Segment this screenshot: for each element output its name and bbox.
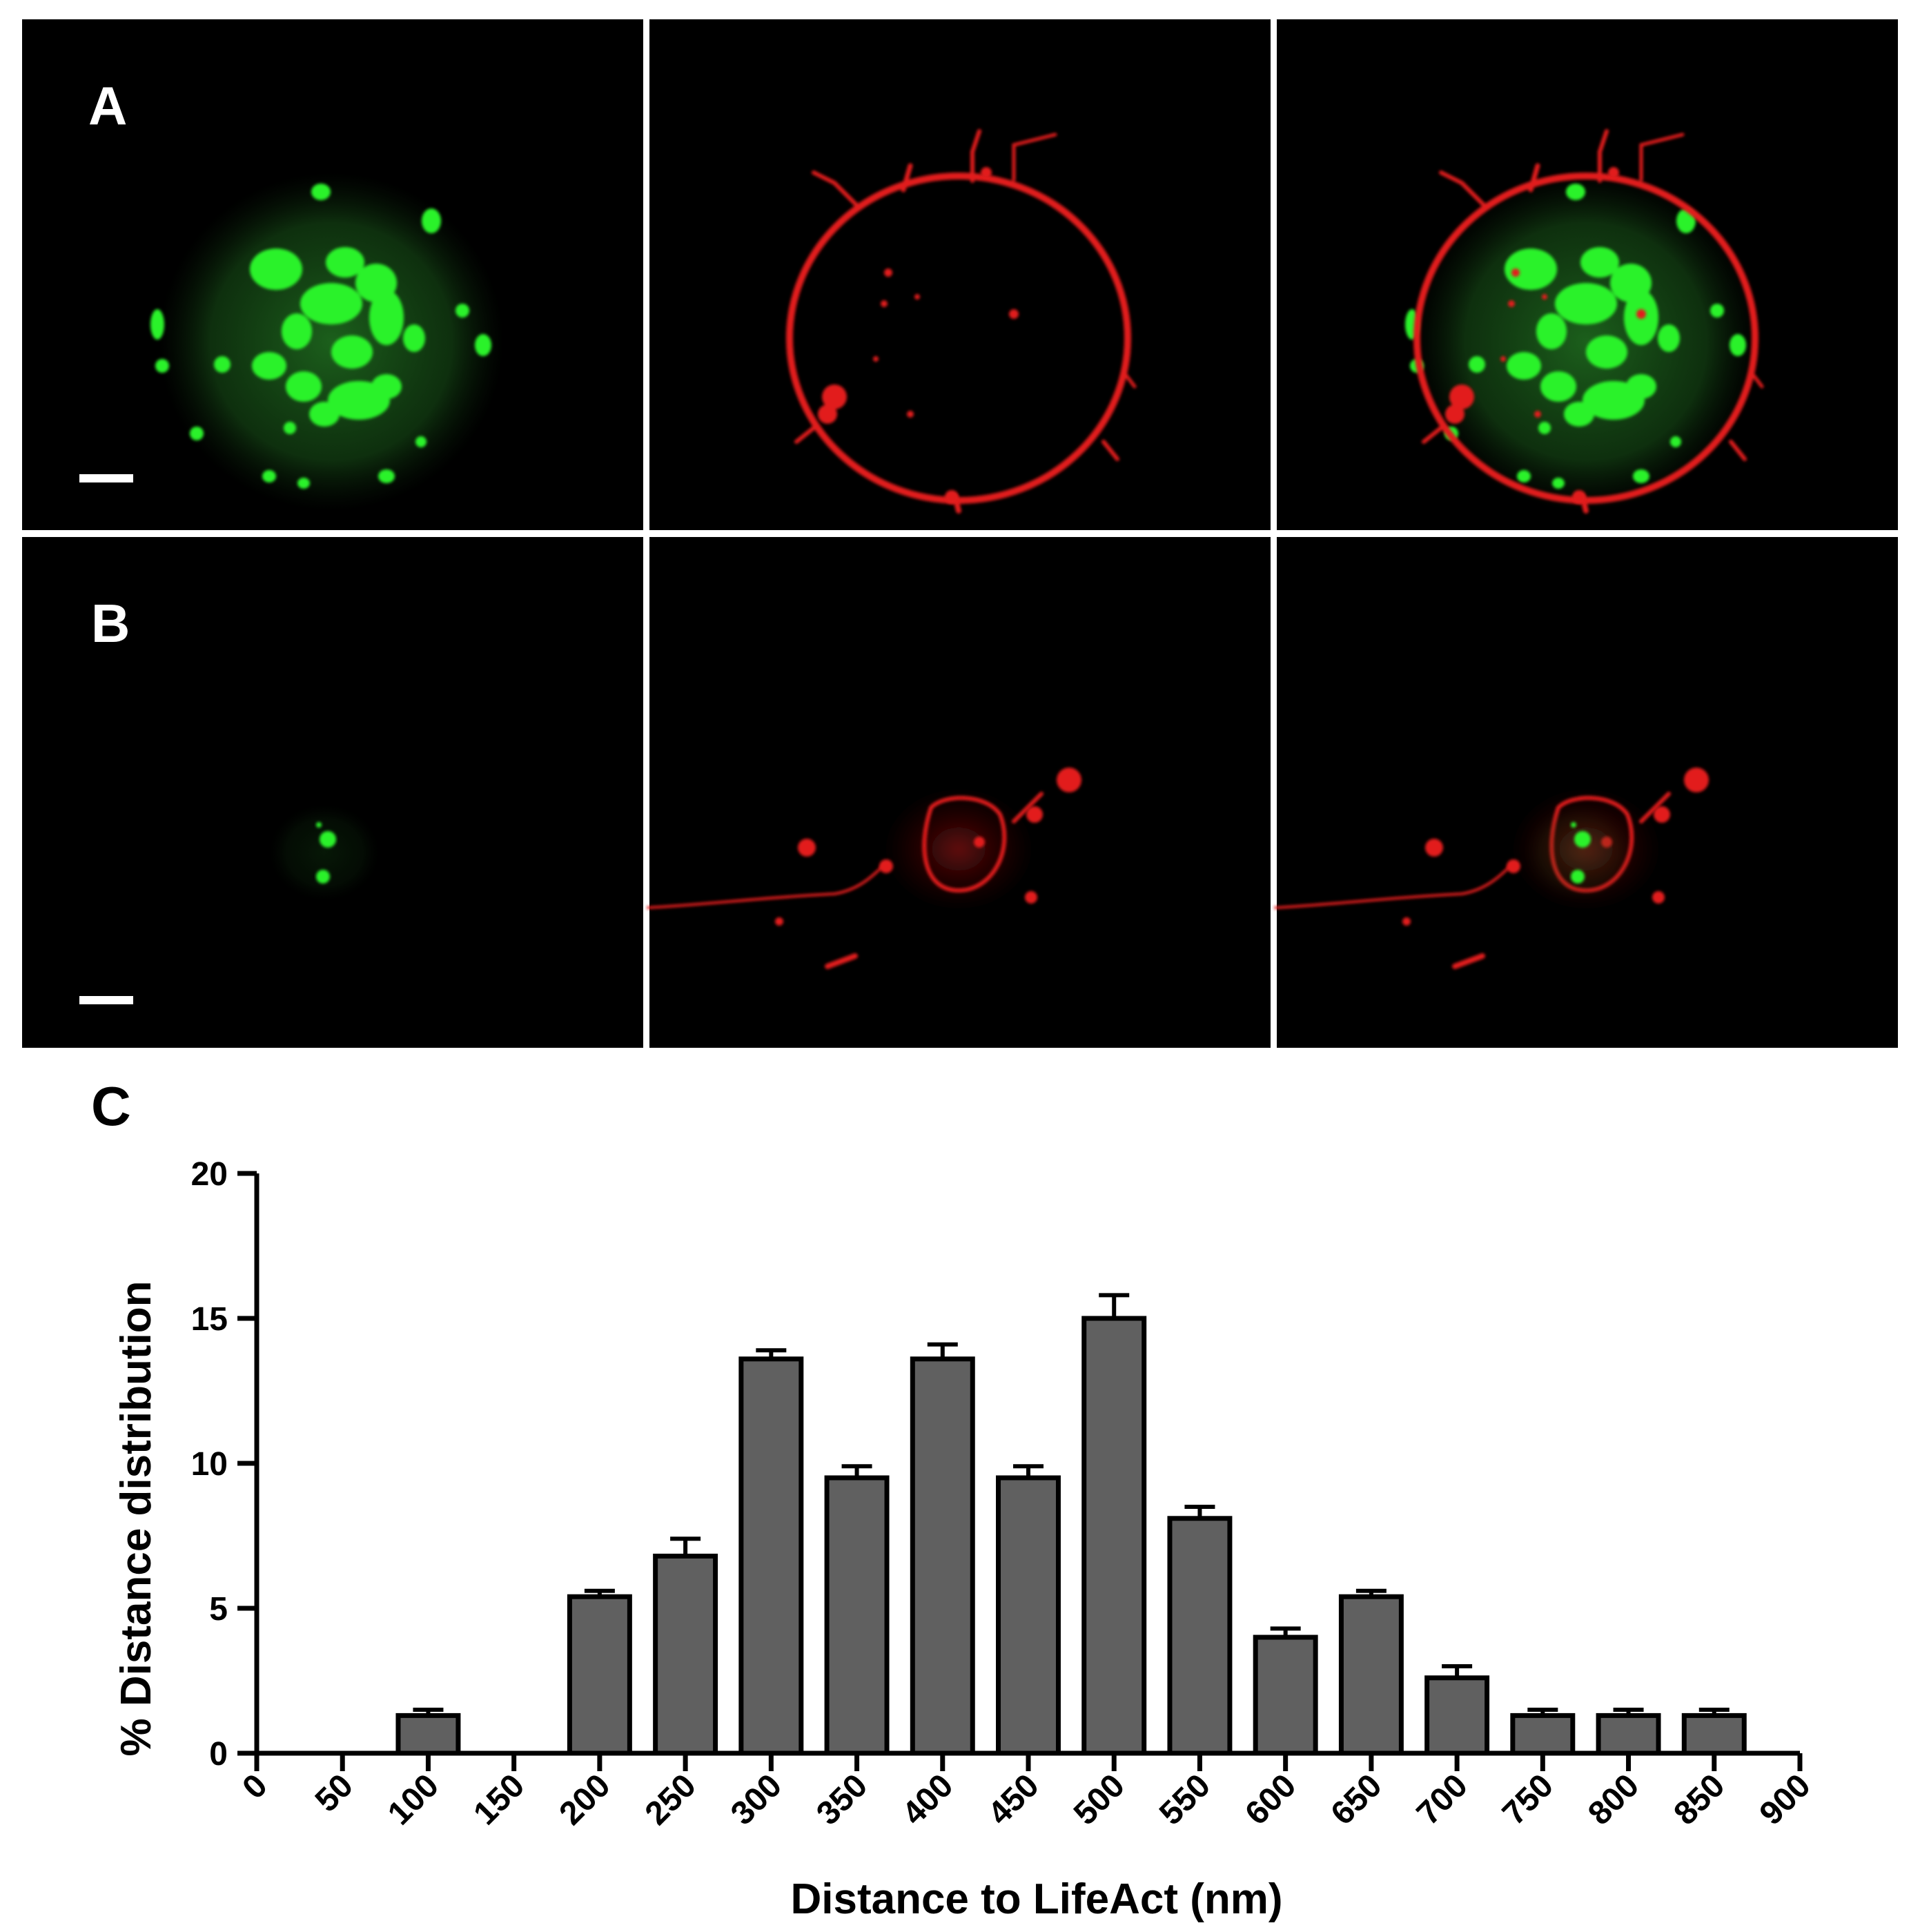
x-tick-label: 800: [1581, 1767, 1646, 1832]
cell-b-green-signal: [269, 804, 380, 901]
panel-b-green: [22, 537, 643, 1048]
x-tick-label: 550: [1153, 1767, 1217, 1832]
bar-rect: [1253, 1635, 1318, 1756]
x-tick-label: 600: [1238, 1767, 1303, 1832]
x-tick-label: 700: [1410, 1767, 1475, 1832]
x-tick-label: 400: [895, 1767, 960, 1832]
bar-rect: [653, 1553, 718, 1756]
x-tick-label: 750: [1496, 1767, 1560, 1832]
bar-rect: [1167, 1516, 1233, 1756]
bar: [1253, 1626, 1318, 1756]
x-tick-label: 850: [1667, 1767, 1732, 1832]
cell-a-green-signal: [150, 173, 504, 511]
x-tick-label: 650: [1324, 1767, 1389, 1832]
x-tick-label: 350: [810, 1767, 874, 1832]
bar-rect: [567, 1594, 632, 1756]
y-tick-labels: 0 5 10 15 20: [191, 1156, 228, 1773]
bar: [1167, 1505, 1233, 1756]
x-axis-title: Distance to LifeAct (nm): [790, 1875, 1282, 1923]
bar-rect: [996, 1475, 1061, 1756]
bar: [567, 1588, 632, 1756]
x-tick-label: 200: [553, 1767, 618, 1832]
y-tick-label: 0: [209, 1736, 228, 1773]
x-tick-labels: 0 50 100 150 200 250 300 350 400 450 500 550 600 650 7…: [235, 1767, 1817, 1832]
x-tick-label: 100: [381, 1767, 446, 1832]
x-tick-label: 300: [724, 1767, 789, 1832]
bar: [1681, 1708, 1747, 1756]
bar: [738, 1348, 804, 1756]
microscopy-panels: A B: [22, 19, 1898, 1048]
bar-rect: [1510, 1713, 1576, 1756]
y-tick-label: 20: [191, 1156, 228, 1193]
bar: [1338, 1588, 1404, 1756]
bar: [1596, 1708, 1661, 1756]
cell-b-red-signal: [647, 768, 1081, 969]
panel-label-b: B: [91, 593, 130, 654]
bar-chart: C 0 50 100 150 200 250 300 350 400 450 500 550 600 65…: [91, 1075, 1818, 1923]
bar-rect: [910, 1356, 975, 1756]
x-tick-label: 900: [1753, 1767, 1818, 1832]
x-tick-label: 450: [981, 1767, 1046, 1832]
y-tick-label: 10: [191, 1446, 228, 1483]
bar: [1424, 1664, 1490, 1756]
x-tick-label: 50: [308, 1767, 360, 1819]
bar-rect: [824, 1475, 890, 1756]
bar: [1510, 1708, 1576, 1756]
x-tick-label: 150: [467, 1767, 531, 1832]
bar: [1081, 1293, 1147, 1756]
y-tick-label: 15: [191, 1301, 228, 1338]
bar: [653, 1536, 718, 1756]
bar: [910, 1342, 975, 1756]
x-tick-label: 500: [1067, 1767, 1132, 1832]
bar: [395, 1708, 461, 1756]
bar-rect: [395, 1713, 461, 1756]
bar-rect: [1338, 1594, 1404, 1756]
panel-label-a: A: [88, 75, 127, 136]
bar-rect: [1681, 1713, 1747, 1756]
bar: [824, 1464, 890, 1756]
chart-bars: [395, 1293, 1747, 1756]
panel-label-c: C: [91, 1075, 131, 1137]
panel-a-red: [649, 19, 1271, 530]
y-axis-title: % Distance distribution: [112, 1281, 160, 1757]
scale-bar-a: [79, 474, 133, 482]
bar-rect: [1424, 1675, 1490, 1756]
cell-a-red-signal: [786, 129, 1137, 514]
bar-rect: [1596, 1713, 1661, 1756]
x-tick-label: 0: [235, 1767, 274, 1806]
scale-bar-b: [79, 996, 133, 1004]
x-tick-label: 250: [638, 1767, 703, 1832]
bar-rect: [1081, 1316, 1147, 1756]
bar-rect: [738, 1356, 804, 1756]
bar: [996, 1464, 1061, 1756]
y-tick-label: 5: [209, 1591, 228, 1628]
